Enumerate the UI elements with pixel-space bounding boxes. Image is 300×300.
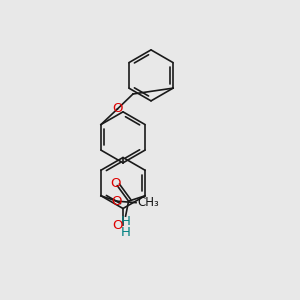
Text: O: O <box>112 103 123 116</box>
Text: H: H <box>121 215 130 228</box>
Text: CH₃: CH₃ <box>138 196 160 208</box>
Text: O: O <box>111 195 122 208</box>
Text: H: H <box>121 226 131 239</box>
Text: O: O <box>112 219 123 232</box>
Text: O: O <box>110 177 121 190</box>
